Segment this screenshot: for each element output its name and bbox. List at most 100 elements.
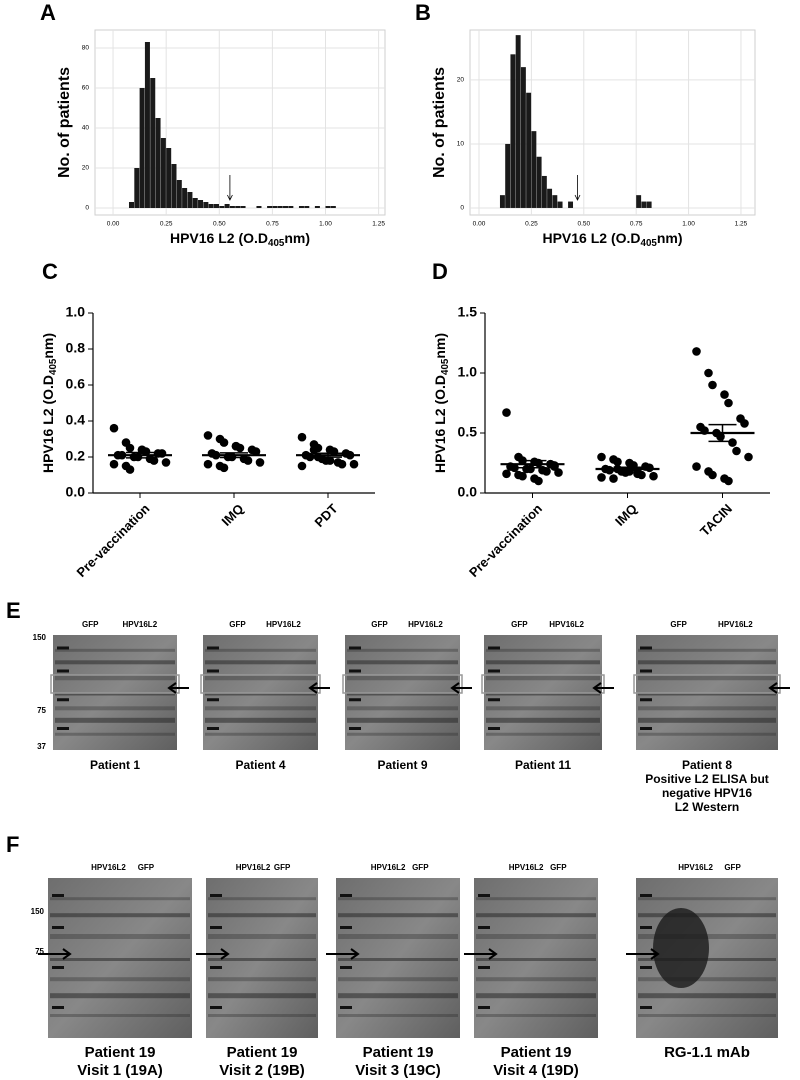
- blot-band: [338, 934, 458, 939]
- data-point: [231, 441, 241, 451]
- sem-bar: [126, 451, 154, 459]
- data-point: [251, 447, 261, 456]
- data-point: [740, 419, 749, 428]
- y-tick-label: 20: [82, 165, 90, 172]
- ladder-band: [210, 926, 222, 929]
- blot-band: [347, 706, 458, 711]
- data-point: [125, 443, 135, 453]
- bar: [134, 168, 140, 208]
- sem-bar: [518, 459, 547, 469]
- blot-caption: Patient 19: [85, 1044, 156, 1061]
- label-sub: 405: [440, 358, 451, 375]
- blot-caption: Patient 9: [377, 758, 427, 772]
- blot-band: [208, 977, 316, 982]
- highlight-box: [342, 674, 463, 694]
- blot-band: [347, 675, 458, 681]
- blot-band: [205, 648, 316, 652]
- bar: [557, 201, 563, 208]
- blot-band: [208, 913, 316, 918]
- blot-band: [347, 732, 458, 736]
- ladder-band: [478, 926, 490, 929]
- bar: [150, 78, 156, 208]
- bar: [526, 92, 532, 208]
- bar: [171, 164, 177, 208]
- bar: [224, 204, 230, 208]
- y-tick-label: 80: [82, 45, 90, 52]
- data-point: [692, 462, 701, 471]
- bar: [552, 195, 558, 208]
- label-part: nm): [40, 333, 56, 359]
- y-tick-label: 40: [82, 125, 90, 132]
- ladder-band: [640, 669, 652, 673]
- bar: [568, 201, 574, 208]
- bar: [283, 206, 289, 208]
- blot-band: [338, 993, 458, 999]
- sem-bar: [613, 466, 642, 472]
- data-point: [109, 423, 119, 433]
- blot-band: [50, 934, 190, 939]
- data-point: [125, 465, 135, 474]
- ladder-band: [488, 698, 500, 702]
- x-tick-label: 0.00: [107, 221, 120, 228]
- bar: [288, 206, 294, 208]
- blot-band: [50, 993, 190, 999]
- bar: [192, 198, 198, 208]
- data-point: [161, 458, 171, 467]
- blot-band: [55, 706, 175, 711]
- data-point: [744, 452, 753, 462]
- ladder-band: [210, 966, 222, 969]
- data-point: [605, 465, 614, 475]
- size-marker: 150: [31, 907, 45, 916]
- lane-label: HPV16L2: [718, 620, 753, 629]
- data-point: [692, 347, 701, 356]
- data-point: [534, 476, 543, 486]
- blot-caption: Patient 19: [227, 1044, 298, 1061]
- x-tick-label: 1.00: [319, 221, 332, 228]
- data-point: [518, 471, 527, 481]
- ladder-band: [340, 1006, 352, 1009]
- lane-label: HPV16L2: [266, 620, 301, 629]
- data-point: [637, 470, 646, 480]
- data-point: [255, 458, 265, 467]
- y-tick-label: 20: [457, 77, 465, 84]
- data-point: [502, 408, 511, 417]
- x-tick-label: PDT: [312, 501, 341, 530]
- data-point: [325, 456, 335, 465]
- x-tick-label: Pre-vaccination: [466, 501, 545, 580]
- size-marker: 75: [35, 947, 44, 956]
- data-point: [297, 461, 307, 471]
- cutoff-arrow: [227, 175, 233, 201]
- y-tick-label: 60: [82, 85, 90, 92]
- bar: [505, 143, 511, 208]
- bar: [176, 180, 182, 208]
- blot-band: [338, 897, 458, 901]
- label-sub: 405: [268, 238, 285, 249]
- ladder-band: [640, 1006, 652, 1009]
- blot-caption: Patient 8: [682, 758, 732, 772]
- blot-band: [338, 977, 458, 982]
- ladder-band: [340, 926, 352, 929]
- data-point: [203, 459, 213, 469]
- label-part: HPV16 L2 (O.D: [40, 375, 56, 473]
- blot-band: [50, 897, 190, 901]
- data-point: [337, 459, 347, 469]
- blot-band: [338, 913, 458, 918]
- blot-caption: negative HPV16: [662, 786, 752, 800]
- label-sub: 405: [48, 358, 59, 375]
- sem-bar: [708, 423, 737, 443]
- y-tick-label: 0.0: [458, 484, 478, 500]
- x-tick-label: IMQ: [219, 501, 247, 529]
- label-part: HPV16 L2 (O.D: [542, 230, 640, 246]
- blot-band: [638, 675, 776, 681]
- bar: [155, 118, 161, 208]
- blot-caption: Patient 19: [363, 1044, 434, 1061]
- blot-caption: Visit 4 (19D): [493, 1062, 579, 1079]
- blot-caption: Patient 4: [235, 758, 285, 772]
- bar: [128, 202, 135, 208]
- bar: [139, 88, 145, 208]
- lane-label: GFP: [229, 620, 246, 629]
- x-tick-label: 1.00: [682, 221, 695, 228]
- y-tick-label: 0.8: [66, 340, 86, 356]
- blot-band: [55, 648, 175, 652]
- lane-label: HPV16L2: [509, 863, 544, 872]
